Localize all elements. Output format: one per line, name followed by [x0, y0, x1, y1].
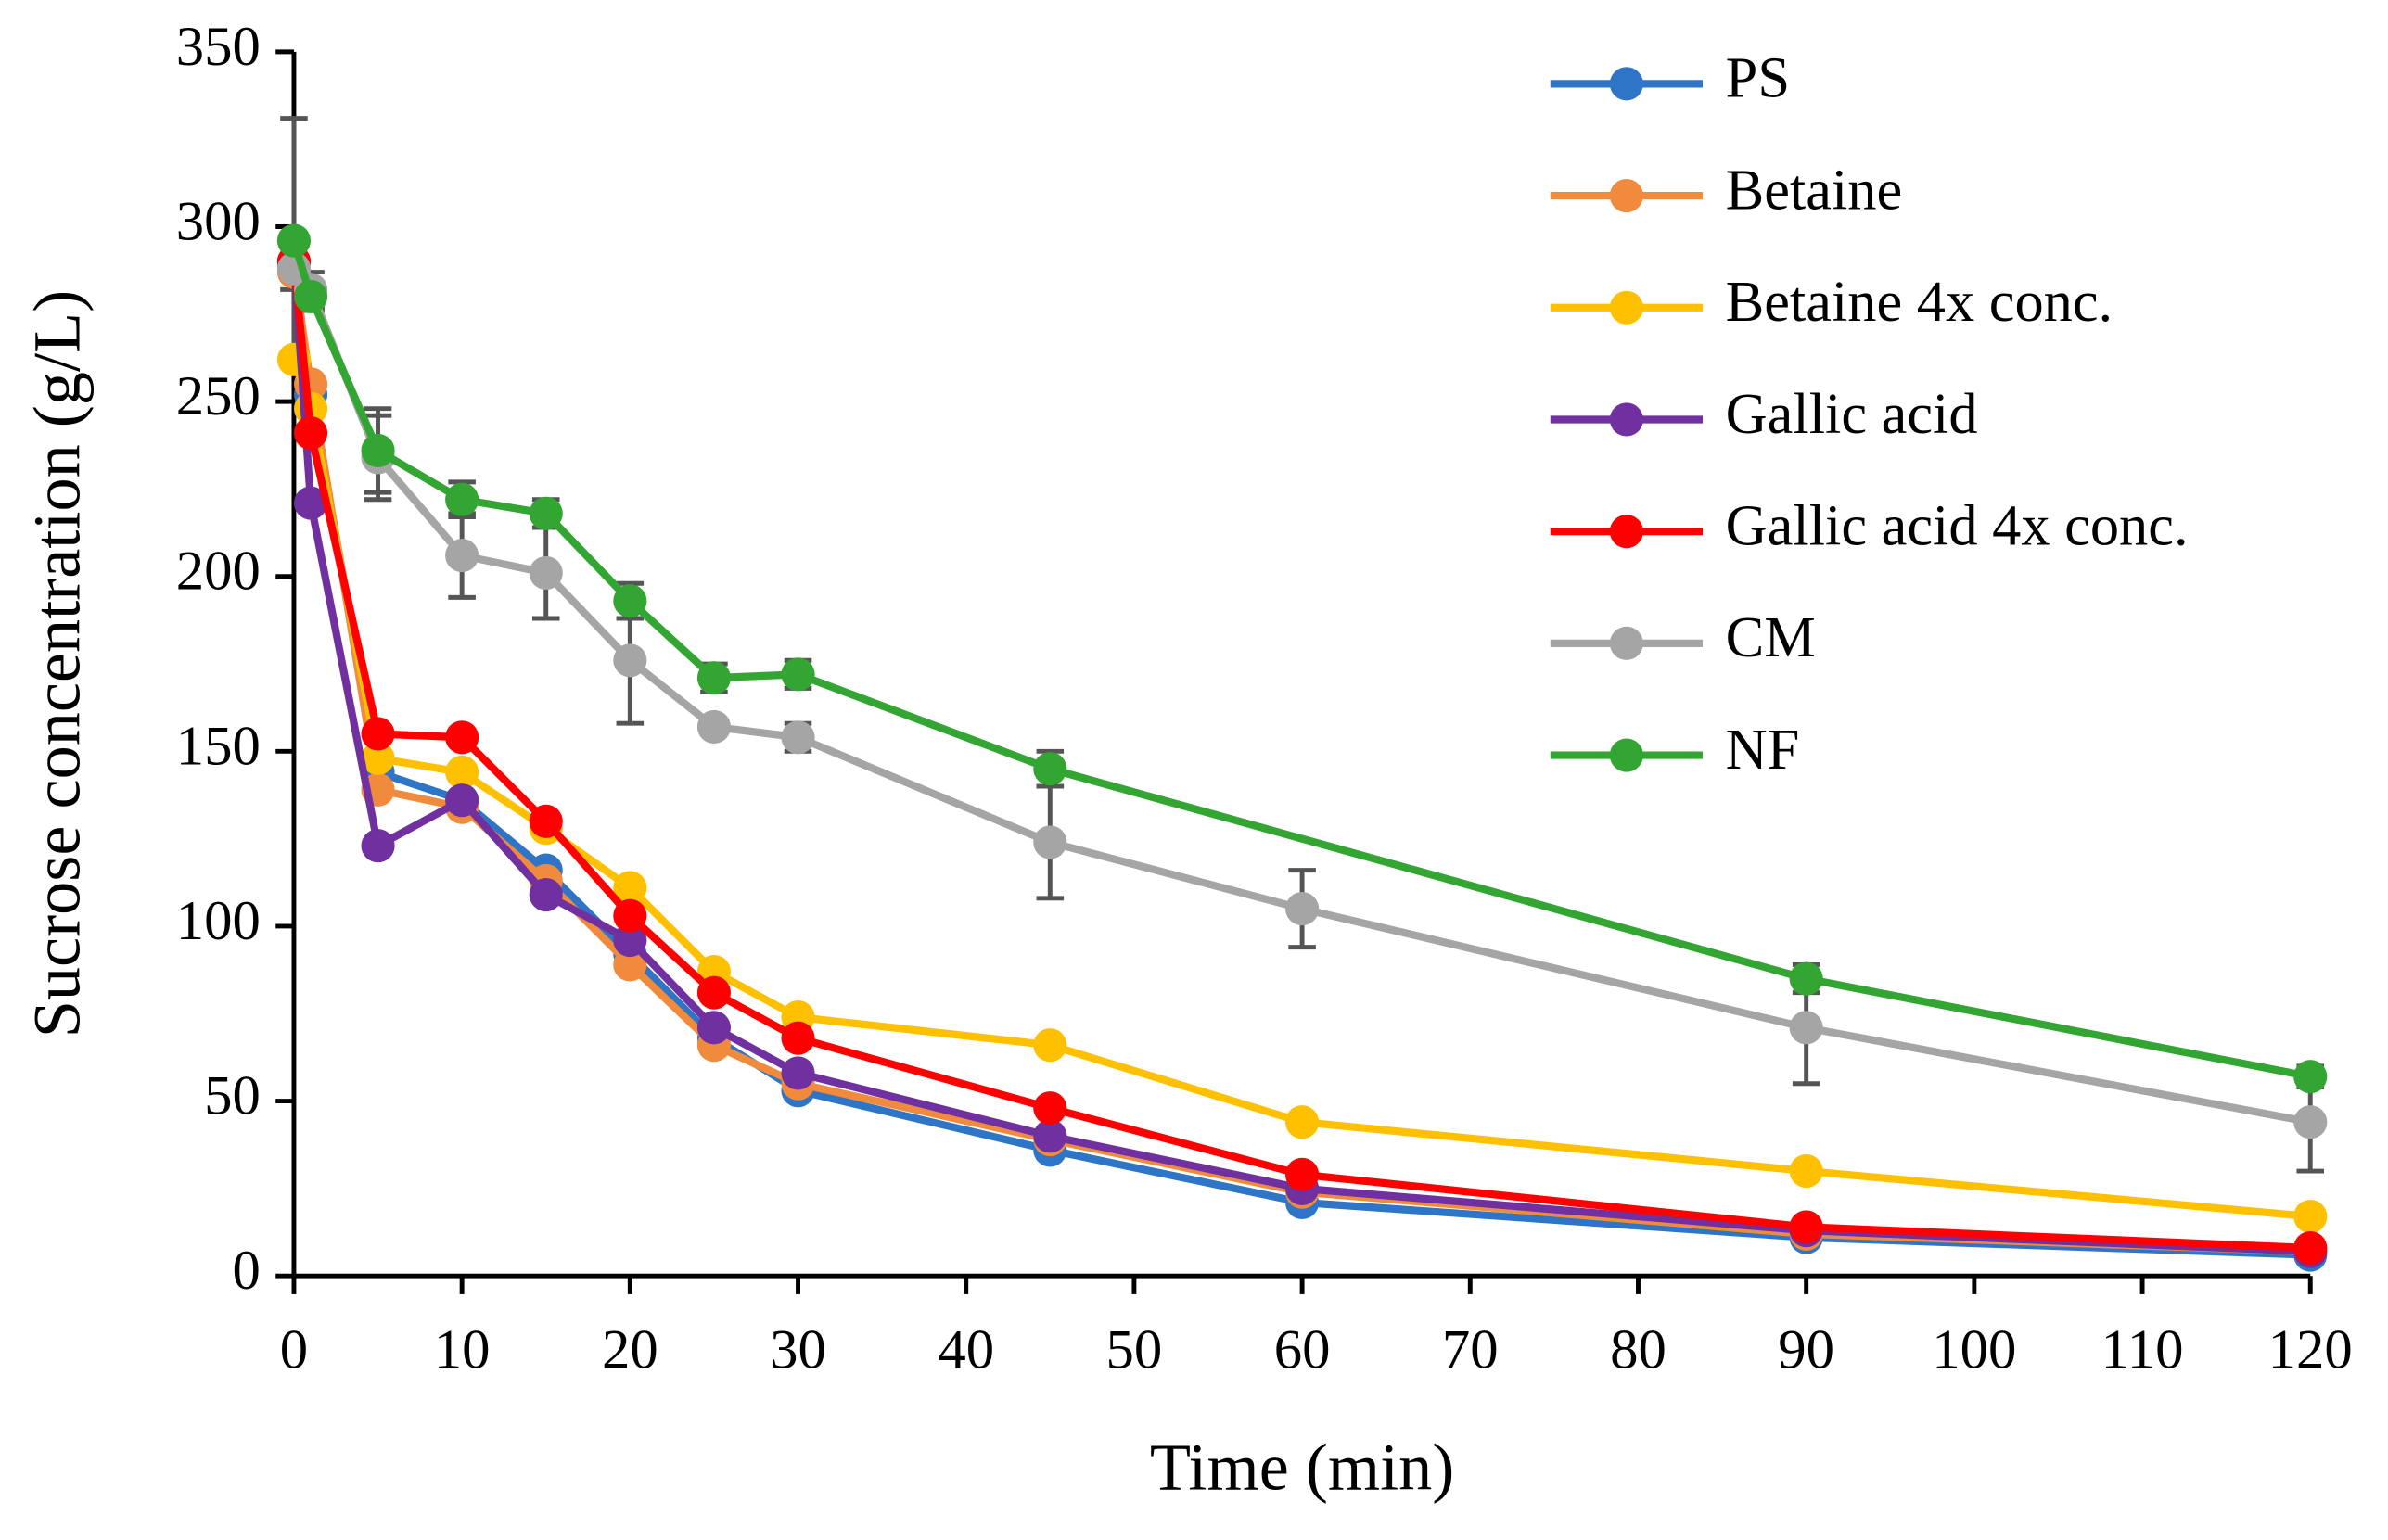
data-point: [1285, 1105, 1320, 1139]
data-point: [294, 415, 328, 451]
series-line: [289, 261, 2311, 1255]
data-point: [696, 975, 731, 1010]
data-point: [1285, 892, 1320, 926]
data-point: [2293, 1200, 2328, 1234]
y-tick-label: 200: [176, 541, 261, 603]
x-tick-label: 80: [1610, 1319, 1666, 1381]
data-point: [445, 783, 479, 818]
data-point: [613, 923, 647, 958]
x-tick-label: 40: [938, 1319, 994, 1381]
data-point: [1789, 961, 1823, 996]
y-tick-label: 350: [176, 16, 261, 78]
data-point: [361, 433, 395, 467]
series-line: [290, 266, 2312, 1126]
data-point: [1033, 1119, 1067, 1153]
legend-marker: [1609, 290, 1643, 325]
data-point: [361, 741, 395, 775]
data-point: [2293, 1060, 2328, 1094]
data-point: [529, 877, 563, 912]
data-point: [294, 486, 328, 520]
data-point: [613, 871, 647, 905]
data-point: [445, 482, 479, 516]
data-point: [696, 709, 731, 745]
data-point: [445, 755, 479, 790]
x-tick-label: 30: [770, 1319, 826, 1381]
data-point: [2293, 1230, 2328, 1266]
data-point: [276, 223, 312, 258]
x-tick-label: 50: [1106, 1319, 1163, 1381]
data-point: [781, 720, 815, 755]
data-point: [294, 279, 328, 313]
data-point: [1285, 1157, 1320, 1191]
data-point: [2293, 1105, 2328, 1139]
x-tick-label: 110: [2101, 1319, 2184, 1381]
x-tick-label: 10: [434, 1319, 491, 1381]
data-point: [696, 661, 731, 695]
legend-marker: [1609, 402, 1643, 437]
x-tick-label: 100: [1932, 1319, 2016, 1381]
y-tick-label: 300: [176, 190, 261, 252]
legend-label: Gallic acid 4x conc.: [1726, 493, 2189, 557]
data-point: [781, 1021, 815, 1055]
x-tick-label: 20: [602, 1319, 658, 1381]
x-tick-label: 0: [280, 1319, 308, 1381]
data-point: [696, 1011, 731, 1045]
data-point: [529, 804, 563, 838]
data-point: [613, 584, 647, 618]
data-point: [361, 717, 395, 751]
legend-label: Betaine: [1726, 158, 1903, 222]
y-axis-title: Sucrose concentration (g/L): [20, 290, 95, 1037]
data-point: [445, 539, 479, 573]
legend-label: PS: [1726, 46, 1790, 110]
y-tick-label: 50: [204, 1065, 261, 1127]
x-tick-label: 70: [1442, 1319, 1499, 1381]
legend-marker: [1609, 738, 1643, 772]
y-tick-label: 0: [232, 1240, 260, 1302]
x-tick-label: 60: [1274, 1319, 1331, 1381]
data-point: [1033, 1091, 1067, 1126]
legend-label: Betaine 4x conc.: [1726, 270, 2113, 334]
data-point: [1789, 1210, 1823, 1244]
data-point: [781, 657, 815, 692]
series-line: [290, 358, 2311, 1221]
legend-marker: [1609, 178, 1643, 213]
series-line: [290, 239, 2312, 1081]
x-tick-label: 120: [2268, 1319, 2353, 1381]
legend-marker: [1609, 67, 1643, 101]
data-point: [781, 1056, 815, 1090]
data-point: [1789, 1011, 1823, 1045]
data-point: [613, 643, 647, 678]
data-point: [529, 555, 563, 591]
series-line: [289, 271, 2311, 1255]
x-axis-title: Time (min): [1150, 1430, 1455, 1504]
data-point: [1033, 825, 1067, 859]
data-point: [613, 948, 647, 982]
y-tick-label: 100: [176, 890, 261, 952]
legend-label: NF: [1726, 718, 1800, 782]
legend-marker: [1609, 626, 1643, 660]
data-point: [529, 496, 563, 530]
series-line: [289, 261, 2311, 1253]
y-tick-label: 250: [176, 365, 261, 427]
data-point: [1033, 1028, 1067, 1063]
legend-label: CM: [1726, 605, 1816, 669]
data-point: [445, 720, 479, 755]
data-point: [361, 829, 395, 863]
legend-label: Gallic acid: [1726, 382, 1978, 446]
data-point: [1033, 752, 1067, 786]
y-tick-label: 150: [176, 715, 261, 777]
data-point: [613, 898, 647, 933]
x-tick-label: 90: [1778, 1319, 1834, 1381]
legend-marker: [1609, 515, 1643, 549]
data-point: [1789, 1153, 1823, 1189]
